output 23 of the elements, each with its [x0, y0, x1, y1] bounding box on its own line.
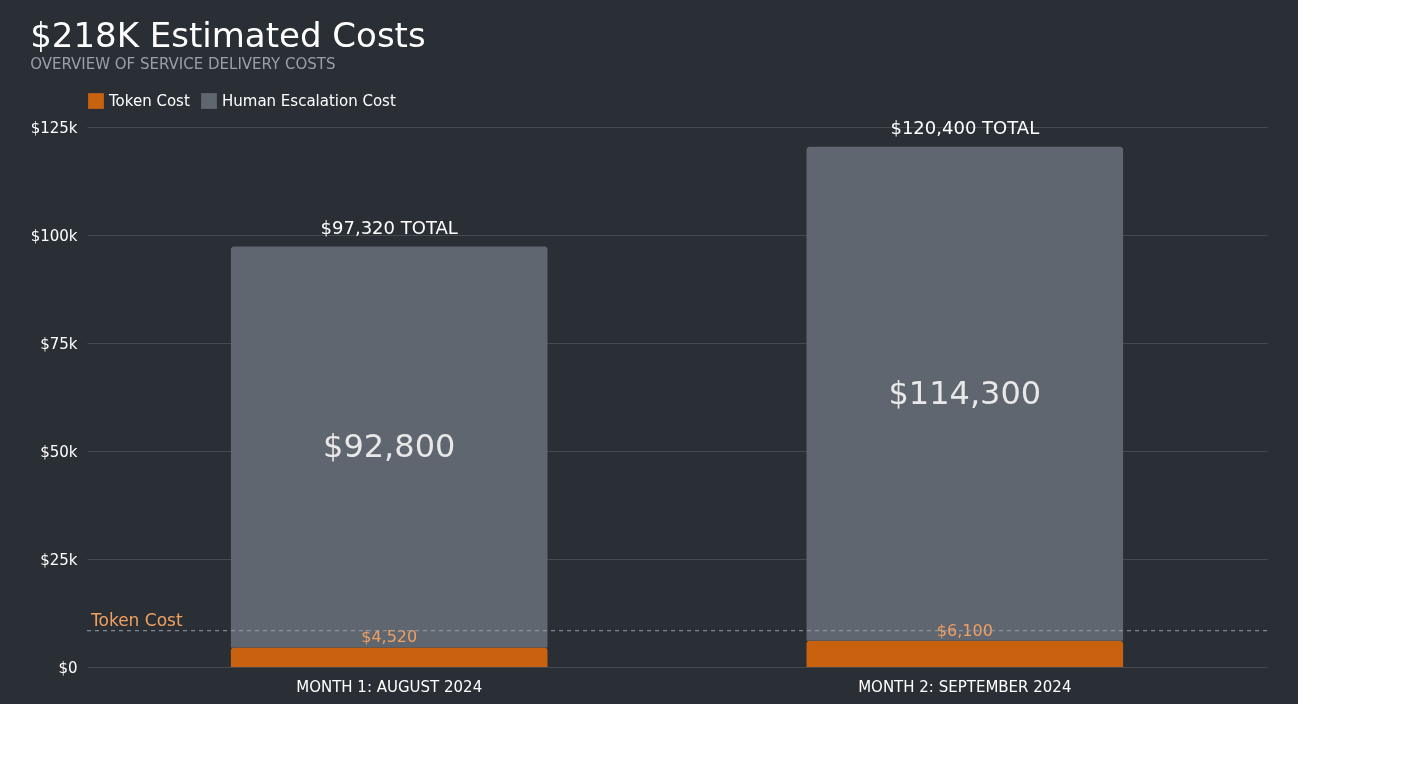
y-tick-label: $0 — [58, 658, 78, 677]
ref-line-label: Token Cost — [90, 609, 183, 630]
bar — [806, 640, 1124, 667]
y-tick-label: $50k — [40, 442, 78, 461]
x-tick-label: MONTH 1: AUGUST 2024 — [296, 677, 483, 696]
chart-title: $218K Estimated Costs — [30, 15, 426, 55]
bar — [230, 647, 548, 667]
legend-label: Token Cost — [108, 92, 190, 110]
y-tick-label: $25k — [40, 550, 78, 569]
total-label: $120,400 TOTAL — [890, 116, 1040, 138]
legend-label: Human Escalation Cost — [222, 92, 396, 110]
bar — [230, 246, 548, 648]
y-tick-label: $125k — [30, 118, 78, 137]
x-tick-label: MONTH 2: SEPTEMBER 2024 — [858, 677, 1072, 696]
y-tick-label: $75k — [40, 334, 78, 353]
chart-subtitle: OVERVIEW OF SERVICE DELIVERY COSTS — [30, 55, 336, 73]
data-label: $4,520 — [361, 627, 418, 647]
y-tick-label: $100k — [30, 226, 78, 245]
bar — [806, 146, 1124, 641]
data-label: $6,100 — [936, 620, 993, 640]
data-label: $92,800 — [323, 427, 456, 466]
data-label: $114,300 — [888, 373, 1042, 412]
total-label: $97,320 TOTAL — [320, 216, 458, 238]
